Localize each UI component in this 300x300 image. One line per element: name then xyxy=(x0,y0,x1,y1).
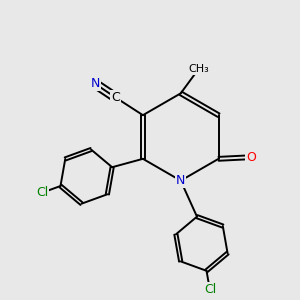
Text: N: N xyxy=(176,174,185,187)
Text: CH₃: CH₃ xyxy=(188,64,209,74)
Text: C: C xyxy=(111,91,120,104)
Text: Cl: Cl xyxy=(204,284,216,296)
Text: Cl: Cl xyxy=(36,186,48,199)
Text: N: N xyxy=(90,77,100,90)
Text: O: O xyxy=(246,151,256,164)
